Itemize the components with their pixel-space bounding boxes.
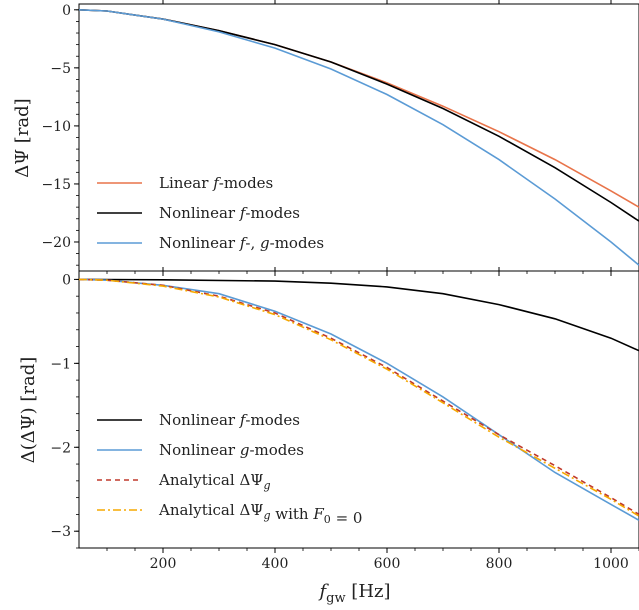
top-y-axis-label: ΔΨ [rad] <box>12 98 33 177</box>
bottom-y-tick-label: 0 <box>62 272 71 288</box>
bottom-y-tick-label: −3 <box>50 524 71 540</box>
x-tick-label: 400 <box>262 556 289 572</box>
top-legend-label-0: Linear f-modes <box>159 174 273 192</box>
x-tick-label: 200 <box>150 556 177 572</box>
top-legend-label-1: Nonlinear f-modes <box>159 204 300 222</box>
bottom-y-tick-label: −2 <box>50 440 71 456</box>
top-plot-frame <box>78 3 639 272</box>
top-y-tick-label: −10 <box>41 119 71 135</box>
bottom-y-axis-label: Δ(ΔΨ) [rad] <box>18 357 39 463</box>
top-y-tick-label: −15 <box>41 177 71 193</box>
bottom-series-line-0 <box>79 278 639 352</box>
x-tick-label: 1000 <box>593 556 629 572</box>
bottom-legend-label-3: Analytical ΔΨg with F0 = 0 <box>158 501 362 527</box>
x-axis-label: fgw [Hz] <box>317 581 390 606</box>
bottom-legend-label-1: Nonlinear g-modes <box>159 441 304 459</box>
top-series-line-2 <box>79 9 639 266</box>
x-tick-label: 800 <box>486 556 513 572</box>
bottom-legend-label-2: Analytical ΔΨg <box>158 471 271 492</box>
bottom-panel: 0 −1 −2 −3 200 400 600 800 1000 Nonlinear f-modes… <box>50 267 639 572</box>
top-y-tick-label: −5 <box>50 61 71 77</box>
bottom-series-line-3 <box>79 278 639 517</box>
top-y-tick-label: 0 <box>62 3 71 19</box>
top-legend-label-2: Nonlinear f-, g-modes <box>159 234 324 252</box>
bottom-y-tick-label: −1 <box>50 356 71 372</box>
bottom-series-line-2 <box>79 278 639 516</box>
top-y-tick-label: −20 <box>41 235 71 251</box>
x-tick-label: 600 <box>374 556 401 572</box>
top-panel: 0 −5 −10 −15 −20 Linear f-modes Nonlinear f-mo… <box>41 0 639 276</box>
bottom-legend-label-0: Nonlinear f-modes <box>159 411 300 429</box>
